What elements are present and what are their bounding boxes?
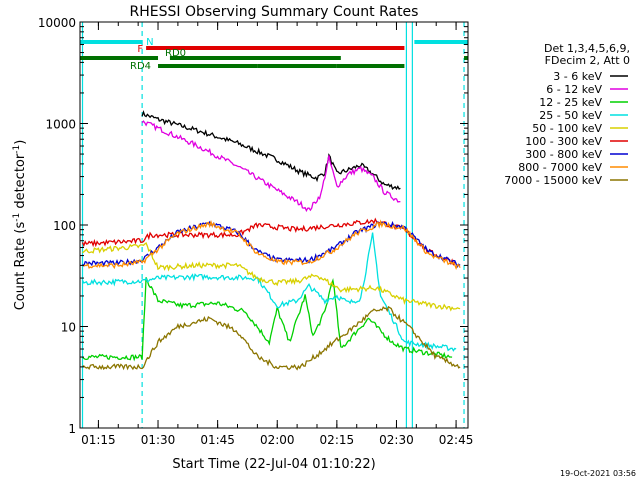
- x-tick-label: 02:15: [320, 433, 355, 447]
- x-tick-label: 02:30: [379, 433, 414, 447]
- legend-entry-label: 100 - 300 keV: [525, 135, 602, 148]
- legend-header: Det 1,3,4,5,6,9,: [544, 42, 630, 55]
- y-tick-label: 10: [61, 321, 76, 335]
- legend-entry-label: 25 - 50 keV: [539, 109, 602, 122]
- generated-timestamp: 19-Oct-2021 03:56: [560, 469, 636, 478]
- flag-bar-label: RD0: [165, 48, 186, 59]
- x-tick-label: 02:45: [439, 433, 474, 447]
- y-axis-label: Count Rate (s-1 detector-1): [12, 140, 28, 311]
- y-tick-label: 1000: [45, 118, 76, 132]
- series-line: [82, 277, 453, 362]
- legend-entry-label: 50 - 100 keV: [532, 122, 602, 135]
- series-line: [141, 120, 401, 213]
- x-tick-label: 01:30: [141, 433, 176, 447]
- series-line: [82, 305, 461, 371]
- series-line: [81, 232, 457, 352]
- x-tick-label: 02:00: [260, 433, 295, 447]
- series-line: [141, 109, 401, 191]
- flag-bar-label: F: [137, 44, 143, 55]
- series-line: [82, 241, 461, 312]
- legend-entry-label: 12 - 25 keV: [539, 96, 602, 109]
- chart-title: RHESSI Observing Summary Count Rates: [130, 4, 419, 20]
- flag-bar-label: N: [146, 37, 153, 48]
- x-tick-label: 01:45: [200, 433, 235, 447]
- x-axis-label: Start Time (22-Jul-04 01:10:22): [172, 457, 375, 472]
- x-tick-label: 01:15: [81, 433, 116, 447]
- y-tick-label: 1: [68, 422, 76, 436]
- legend-entry-label: 3 - 6 keV: [553, 70, 602, 83]
- legend-entry-label: 800 - 7000 keV: [518, 161, 602, 174]
- legend-entry-label: 300 - 800 keV: [525, 148, 602, 161]
- y-tick-label: 100: [53, 219, 76, 233]
- y-tick-label: 10000: [38, 16, 76, 30]
- legend-entry-label: 6 - 12 keV: [546, 83, 602, 96]
- series-line: [82, 219, 461, 270]
- legend-header: FDecim 2, Att 0: [545, 54, 630, 67]
- flag-bar-label: RD4: [130, 61, 151, 72]
- legend-entry-label: 7000 - 15000 keV: [504, 174, 602, 187]
